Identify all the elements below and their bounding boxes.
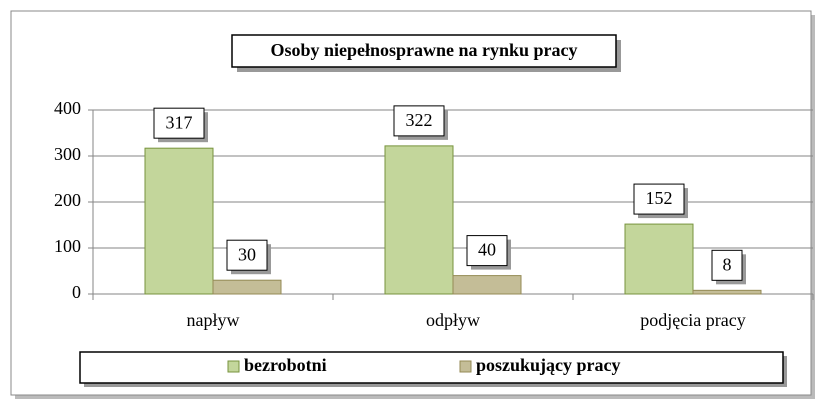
data-label: 30 [238, 244, 256, 264]
data-label: 8 [723, 254, 732, 274]
bar [452, 275, 522, 295]
y-tick-label: 0 [72, 282, 81, 302]
bar [384, 145, 454, 295]
bar [692, 289, 762, 295]
x-tick-label: podjęcia pracy [640, 310, 745, 330]
data-label: 152 [646, 188, 673, 208]
legend-label: bezrobotni [244, 355, 327, 375]
legend-label: poszukujący pracy [476, 355, 621, 375]
data-label-box [466, 235, 508, 267]
y-tick-label: 100 [54, 236, 81, 256]
data-label: 317 [166, 112, 193, 132]
data-label-box [226, 239, 268, 271]
x-tick-label: odpływ [426, 310, 480, 330]
bar [624, 223, 694, 295]
legend-box [79, 351, 784, 384]
bar [144, 147, 214, 295]
x-tick-label: napływ [187, 310, 240, 330]
data-label-box [153, 107, 205, 139]
bar [212, 279, 282, 295]
data-label: 322 [406, 110, 433, 130]
title-box [231, 34, 617, 68]
data-label-box [393, 105, 445, 137]
chart-title: Osoby niepełnosprawne na rynku pracy [270, 40, 577, 60]
y-tick-label: 200 [54, 190, 81, 210]
y-tick-label: 400 [54, 98, 81, 118]
data-label-box [633, 183, 685, 215]
data-label: 40 [478, 240, 496, 260]
y-tick-label: 300 [54, 144, 81, 164]
legend-swatch [227, 360, 240, 373]
data-label-box [711, 249, 743, 281]
legend-swatch [459, 360, 472, 373]
